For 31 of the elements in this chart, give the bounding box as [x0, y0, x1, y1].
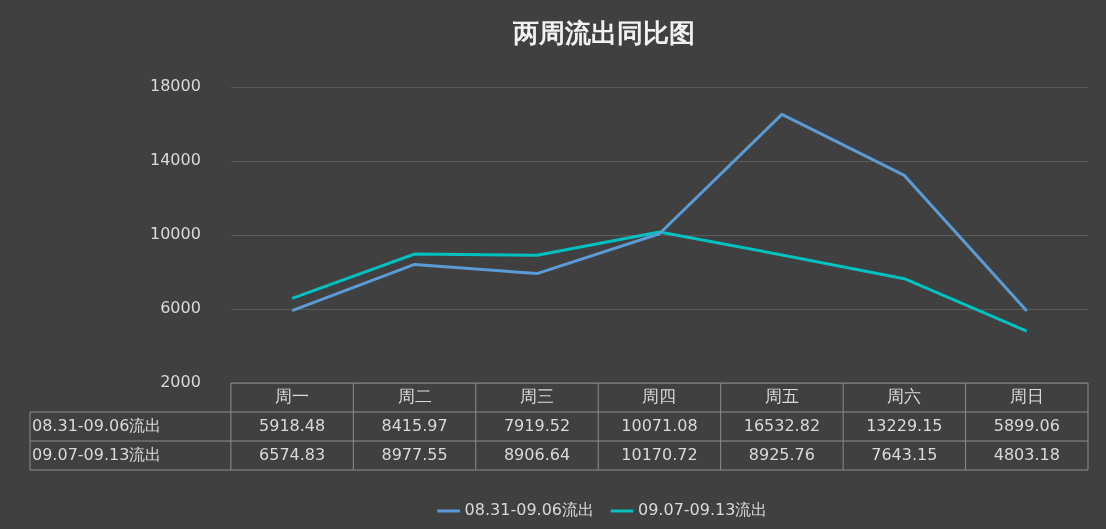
text: 08.31-09.06流出	[32, 415, 162, 435]
text: 09.07-09.13流出	[32, 444, 162, 464]
y-tick-label: 2000	[160, 372, 201, 392]
data-label: 10170.72	[621, 444, 698, 464]
x-tick-label: 周六	[887, 385, 922, 406]
chart-title: 两周流出同比图	[512, 18, 695, 49]
x-tick-label: 周五	[764, 385, 799, 406]
x-tick-label: 周一	[275, 385, 310, 406]
data-label: 8925.76	[748, 444, 815, 464]
x-tick-label: 周三	[520, 385, 555, 406]
data-label: 8415.97	[381, 415, 448, 435]
legend-label: 08.31-09.06流出	[464, 500, 595, 520]
y-tick-label: 18000	[149, 76, 201, 96]
data-label: 5918.48	[259, 415, 326, 435]
data-label: 10071.08	[621, 415, 698, 435]
x-tick-label: 周日	[1009, 385, 1044, 406]
data-label: 7643.15	[871, 444, 938, 464]
data-label: 16532.82	[743, 415, 821, 435]
data-label: 13229.15	[866, 415, 943, 435]
x-tick-label: 周四	[642, 385, 677, 406]
legend-label: 09.07-09.13流出	[638, 500, 768, 520]
data-label: 5899.06	[993, 415, 1060, 435]
data-label: 8977.55	[381, 444, 448, 464]
y-tick-label: 10000	[149, 224, 201, 244]
data-label: 8906.64	[503, 444, 571, 464]
data-label: 7919.52	[503, 415, 571, 435]
y-tick-label: 14000	[149, 150, 201, 170]
x-tick-label: 周二	[397, 385, 432, 406]
data-label: 6574.83	[259, 444, 326, 464]
y-tick-label: 6000	[160, 298, 201, 318]
data-label: 4803.18	[993, 444, 1060, 464]
